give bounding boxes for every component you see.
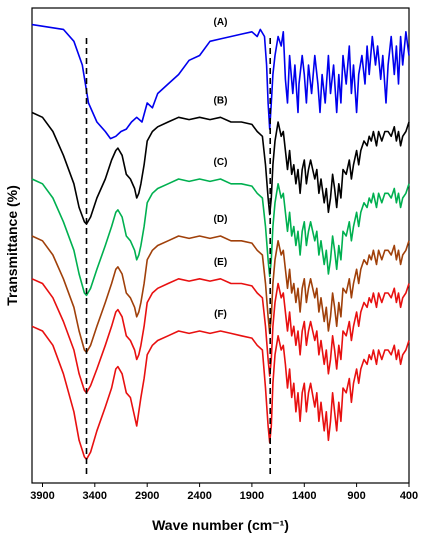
x-axis-ticks: 3900 3400 2900 2400 1900 1400 900 400	[30, 483, 418, 502]
series-label-0: (A)	[214, 17, 228, 28]
series-line-2	[31, 178, 410, 297]
x-tick-label-0: 3900	[30, 490, 54, 502]
y-axis-title: Transmittance (%)	[4, 185, 20, 306]
series-line-1	[31, 111, 410, 225]
series-line-3	[31, 235, 410, 354]
series-line-5	[31, 325, 410, 461]
series-label-4: (E)	[214, 257, 227, 268]
x-tick-label-1: 3400	[83, 490, 107, 502]
series-label-3: (D)	[214, 214, 228, 225]
series-label-1: (B)	[214, 95, 228, 106]
series-labels: (A) (B) (C) (D) (E) (F)	[214, 17, 228, 320]
x-tick-label-5: 1400	[292, 490, 316, 502]
reference-lines	[85, 38, 272, 478]
plot-frame	[31, 7, 410, 484]
series-line-0	[31, 23, 410, 140]
series-line-4	[31, 278, 410, 394]
series-layer	[31, 23, 410, 461]
x-tick-label-2: 2900	[135, 490, 159, 502]
x-tick-label-7: 400	[400, 490, 418, 502]
series-label-2: (C)	[214, 157, 228, 168]
x-tick-label-3: 2400	[187, 490, 211, 502]
x-tick-label-6: 900	[347, 490, 365, 502]
series-label-5: (F)	[214, 309, 227, 320]
x-axis-title: Wave number (cm⁻¹)	[152, 517, 289, 533]
x-tick-label-4: 1900	[240, 490, 264, 502]
